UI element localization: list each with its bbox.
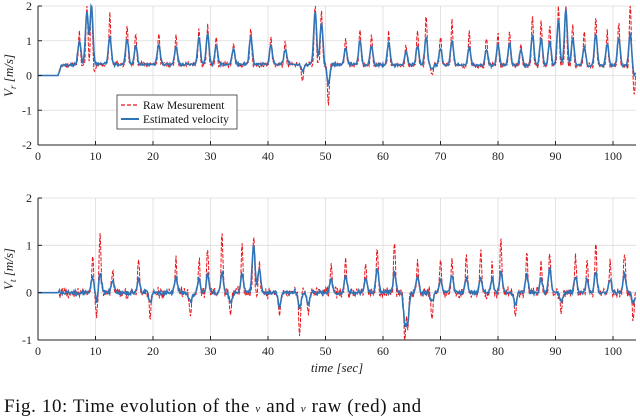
y-axis-label-sub: t	[8, 279, 18, 282]
x-axis-label: time [sec]	[311, 360, 363, 375]
x-axis-label-bottom: time [sec]	[311, 360, 363, 375]
ticks-top: 0 10 20 30 40 50 60 70 80 90 100 -2 -1 0 1 2	[22, 0, 622, 163]
x-tick-label: 0	[35, 344, 41, 358]
y-axis-label-top: Vr [m/s]	[1, 54, 18, 97]
x-tick-label: 70	[435, 149, 447, 163]
chart-velocity-r: 0 10 20 30 40 50 60 70 80 90 100 -2 -1 0 1 2 Vr [m/s] R…	[1, 0, 637, 163]
x-tick-label: 80	[492, 344, 504, 358]
legend-label-estimated: Estimated velocity	[143, 114, 229, 126]
series-raw-measurement	[38, 233, 636, 340]
y-tick-label: 0	[26, 286, 32, 300]
series-raw-measurement	[38, 5, 636, 106]
y-tick-label: -1	[22, 103, 32, 117]
y-axis-label-main: V	[1, 280, 16, 290]
y-axis-label-sub: r	[8, 85, 18, 89]
x-tick-label: 100	[604, 344, 622, 358]
x-tick-label: 40	[262, 149, 274, 163]
y-axis-label-unit: [m/s]	[1, 248, 16, 279]
x-tick-label: 30	[205, 344, 217, 358]
x-tick-label: 40	[262, 344, 274, 358]
y-axis-label-bottom: Vt [m/s]	[1, 248, 18, 290]
x-tick-label: 60	[377, 149, 389, 163]
x-tick-label: 0	[35, 149, 41, 163]
y-tick-label: 2	[26, 191, 32, 205]
grid-bottom	[37, 197, 636, 341]
y-tick-label: 1	[26, 238, 32, 252]
x-tick-label: 10	[90, 344, 102, 358]
caption-part-2: and	[260, 396, 301, 417]
caption-part-1: Fig. 10: Time evolution of the	[4, 396, 256, 417]
series-estimated-velocity	[38, 2, 637, 88]
x-tick-label: 10	[90, 149, 102, 163]
y-axis-label-unit: [m/s]	[1, 54, 16, 85]
x-tick-label: 50	[320, 149, 332, 163]
x-tick-label: 30	[205, 149, 217, 163]
y-axis-label: Vt [m/s]	[1, 248, 18, 290]
x-tick-label: 80	[492, 149, 504, 163]
x-tick-label: 90	[550, 149, 562, 163]
y-axis-label-main: V	[1, 87, 16, 97]
y-tick-label: 1	[26, 34, 32, 48]
figure-caption: Fig. 10: Time evolution of the v and v r…	[4, 396, 640, 418]
x-tick-label: 50	[320, 344, 332, 358]
frame-bottom	[37, 198, 636, 341]
plot-area-top	[38, 2, 637, 106]
legend-label-raw: Raw Mesurement	[143, 100, 225, 112]
y-tick-label: -2	[22, 138, 32, 152]
x-tick-label: 90	[550, 344, 562, 358]
x-tick-label: 70	[435, 344, 447, 358]
y-tick-label: -1	[22, 333, 32, 347]
caption-symbol-2: v	[300, 403, 307, 415]
x-tick-label: 60	[377, 344, 389, 358]
x-tick-label: 100	[604, 149, 622, 163]
caption-part-3: raw (red) and	[306, 396, 422, 417]
y-axis-label: Vr [m/s]	[1, 54, 18, 97]
x-tick-label: 20	[147, 344, 159, 358]
y-tick-label: 0	[26, 69, 32, 83]
plot-area-bottom	[38, 233, 637, 340]
caption-symbol-1: v	[255, 403, 261, 415]
legend-box	[116, 94, 238, 130]
y-tick-label: 2	[26, 0, 32, 13]
legend: Raw Mesurement Estimated velocity	[116, 94, 238, 130]
series-estimated-velocity	[38, 244, 637, 328]
x-tick-label: 20	[147, 149, 159, 163]
